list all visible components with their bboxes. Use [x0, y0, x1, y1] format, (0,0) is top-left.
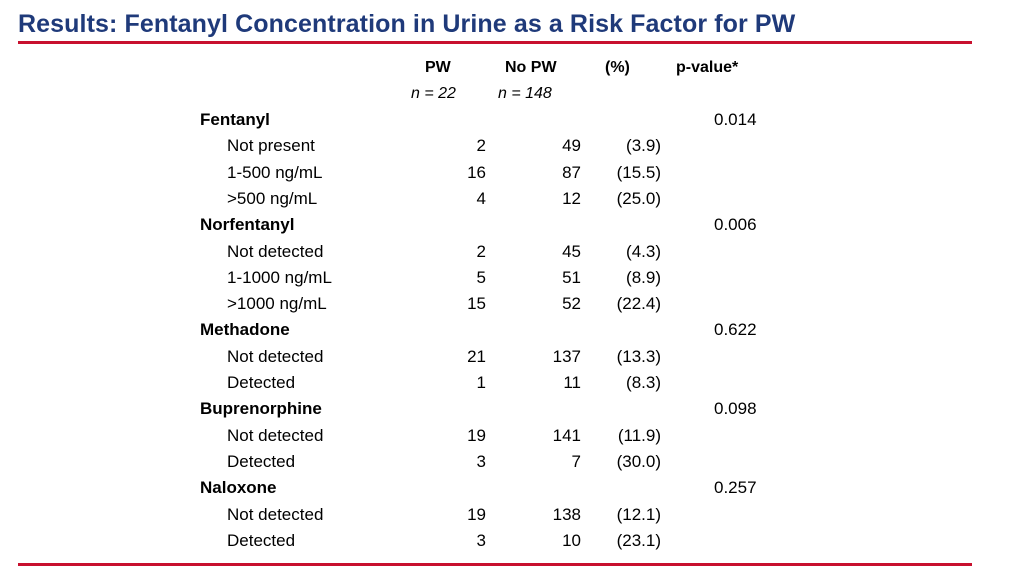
category-label: Norfentanyl	[200, 215, 295, 234]
no-pw-count: 137	[552, 347, 581, 366]
category-row: Norfentanyl 0.006	[0, 212, 1024, 238]
no-pw-count: 52	[562, 294, 581, 313]
row-label: Detected	[227, 531, 296, 550]
slide-title: Results: Fentanyl Concentration in Urine…	[18, 10, 796, 38]
column-header-pw: PW	[425, 59, 451, 76]
table-row: Detected 3 7 (30.0)	[0, 449, 1024, 475]
category-row: Fentanyl 0.014	[0, 107, 1024, 133]
category-row: Naloxone 0.257	[0, 475, 1024, 501]
no-pw-count: 49	[562, 136, 581, 155]
category-label: Buprenorphine	[200, 399, 322, 418]
row-label: Not detected	[227, 347, 324, 366]
no-pw-count: 138	[552, 505, 581, 524]
pw-count: 19	[467, 505, 486, 524]
p-value: 0.014	[714, 110, 757, 129]
row-label: Not detected	[227, 426, 324, 445]
category-label: Methadone	[200, 320, 290, 339]
pw-count: 3	[476, 452, 486, 471]
p-value: 0.006	[714, 215, 757, 234]
p-value: 0.622	[714, 320, 757, 339]
percent-value: (23.1)	[616, 531, 661, 550]
table-row: Not detected 21 137 (13.3)	[0, 344, 1024, 370]
row-label: Not present	[227, 136, 315, 155]
percent-value: (4.3)	[626, 242, 661, 261]
percent-value: (8.9)	[626, 268, 661, 287]
no-pw-count: 87	[562, 163, 581, 182]
table-row: Not detected 2 45 (4.3)	[0, 239, 1024, 265]
row-label: 1-1000 ng/mL	[227, 268, 332, 287]
table-row: Not detected 19 138 (12.1)	[0, 502, 1024, 528]
row-label: >1000 ng/mL	[227, 294, 327, 313]
row-label: 1-500 ng/mL	[227, 163, 323, 182]
table-row: 1-1000 ng/mL 5 51 (8.9)	[0, 265, 1024, 291]
pw-count: 15	[467, 294, 486, 313]
percent-value: (11.9)	[617, 426, 661, 445]
percent-value: (12.1)	[616, 505, 661, 524]
pw-count: 21	[467, 347, 486, 366]
percent-value: (3.9)	[626, 136, 661, 155]
no-pw-count: 11	[563, 373, 581, 392]
percent-value: (22.4)	[616, 294, 661, 313]
no-pw-count: 7	[571, 452, 581, 471]
table-row: Detected 1 11 (8.3)	[0, 370, 1024, 396]
n-pw: n = 22	[411, 85, 456, 102]
category-row: Methadone 0.622	[0, 317, 1024, 343]
row-label: Not detected	[227, 242, 324, 261]
percent-value: (8.3)	[626, 373, 661, 392]
pw-count: 16	[467, 163, 486, 182]
title-underline	[18, 41, 972, 44]
category-label: Naloxone	[200, 478, 277, 497]
p-value: 0.098	[714, 399, 757, 418]
column-header-p-value: p-value*	[676, 59, 739, 76]
pw-count: 4	[476, 189, 486, 208]
table-row: Detected 3 10 (23.1)	[0, 528, 1024, 554]
no-pw-count: 45	[562, 242, 581, 261]
table-row: Not detected 19 141 (11.9)	[0, 423, 1024, 449]
table-row: >500 ng/mL 4 12 (25.0)	[0, 186, 1024, 212]
table-row: >1000 ng/mL 15 52 (22.4)	[0, 291, 1024, 317]
pw-count: 3	[476, 531, 486, 550]
percent-value: (30.0)	[616, 452, 661, 471]
column-header-percent: (%)	[605, 59, 630, 76]
no-pw-count: 51	[562, 268, 581, 287]
no-pw-count: 12	[562, 189, 581, 208]
row-label: Detected	[227, 452, 296, 471]
table-row: 1-500 ng/mL 16 87 (15.5)	[0, 160, 1024, 186]
percent-value: (13.3)	[616, 347, 661, 366]
percent-value: (15.5)	[616, 163, 661, 182]
pw-count: 2	[476, 136, 486, 155]
bottom-rule	[18, 563, 972, 566]
category-label: Fentanyl	[200, 110, 270, 129]
row-label: >500 ng/mL	[227, 189, 318, 208]
no-pw-count: 141	[552, 426, 581, 445]
pw-count: 2	[476, 242, 486, 261]
percent-value: (25.0)	[616, 189, 661, 208]
n-no-pw: n = 148	[498, 85, 552, 102]
row-label: Not detected	[227, 505, 324, 524]
p-value: 0.257	[714, 478, 757, 497]
category-row: Buprenorphine 0.098	[0, 396, 1024, 422]
no-pw-count: 10	[562, 531, 581, 550]
row-label: Detected	[227, 373, 296, 392]
pw-count: 19	[467, 426, 486, 445]
pw-count: 1	[476, 373, 486, 392]
table-row: Not present 2 49 (3.9)	[0, 133, 1024, 159]
column-header-no-pw: No PW	[505, 59, 557, 76]
pw-count: 5	[476, 268, 486, 287]
